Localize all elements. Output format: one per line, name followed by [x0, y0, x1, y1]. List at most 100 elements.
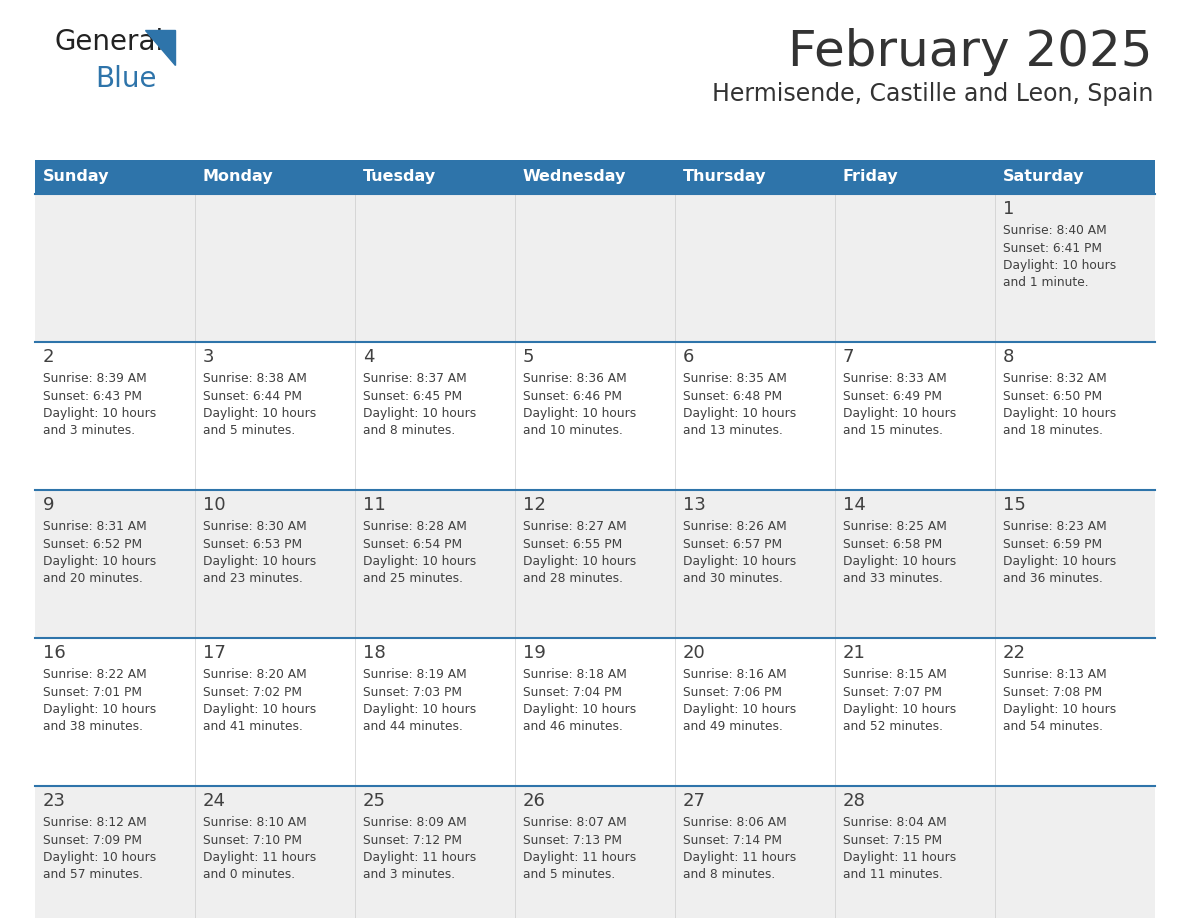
Text: Sunset: 7:06 PM: Sunset: 7:06 PM	[683, 686, 782, 699]
Text: Sunrise: 8:31 AM: Sunrise: 8:31 AM	[43, 520, 147, 533]
Text: Daylight: 10 hours: Daylight: 10 hours	[523, 555, 637, 568]
Text: 17: 17	[203, 644, 226, 662]
Text: General: General	[55, 28, 164, 56]
Text: and 33 minutes.: and 33 minutes.	[843, 573, 943, 586]
Text: and 5 minutes.: and 5 minutes.	[203, 424, 296, 438]
Text: and 11 minutes.: and 11 minutes.	[843, 868, 943, 881]
Text: Daylight: 10 hours: Daylight: 10 hours	[1003, 555, 1117, 568]
Text: 14: 14	[843, 496, 866, 514]
Bar	[34, 786, 1155, 918]
Text: and 13 minutes.: and 13 minutes.	[683, 424, 783, 438]
Text: and 3 minutes.: and 3 minutes.	[364, 868, 455, 881]
Text: Sunset: 7:07 PM: Sunset: 7:07 PM	[843, 686, 942, 699]
Text: Sunrise: 8:36 AM: Sunrise: 8:36 AM	[523, 372, 627, 385]
Text: Sunset: 6:49 PM: Sunset: 6:49 PM	[843, 389, 942, 402]
Text: Sunrise: 8:27 AM: Sunrise: 8:27 AM	[523, 520, 627, 533]
Text: Daylight: 10 hours: Daylight: 10 hours	[843, 703, 956, 716]
Text: and 20 minutes.: and 20 minutes.	[43, 573, 143, 586]
Text: and 5 minutes.: and 5 minutes.	[523, 868, 615, 881]
Text: and 36 minutes.: and 36 minutes.	[1003, 573, 1102, 586]
Text: Daylight: 10 hours: Daylight: 10 hours	[683, 555, 796, 568]
Text: and 8 minutes.: and 8 minutes.	[683, 868, 776, 881]
Text: Sunset: 6:55 PM: Sunset: 6:55 PM	[523, 538, 623, 551]
Text: and 30 minutes.: and 30 minutes.	[683, 573, 783, 586]
Text: Sunrise: 8:38 AM: Sunrise: 8:38 AM	[203, 372, 307, 385]
Text: Blue: Blue	[95, 65, 157, 93]
Text: 7: 7	[843, 348, 854, 366]
Text: Sunrise: 8:19 AM: Sunrise: 8:19 AM	[364, 668, 467, 681]
Text: Daylight: 11 hours: Daylight: 11 hours	[203, 851, 316, 864]
Bar	[34, 160, 1155, 194]
Text: 10: 10	[203, 496, 226, 514]
Text: and 8 minutes.: and 8 minutes.	[364, 424, 455, 438]
Text: Sunrise: 8:28 AM: Sunrise: 8:28 AM	[364, 520, 467, 533]
Text: Sunrise: 8:39 AM: Sunrise: 8:39 AM	[43, 372, 147, 385]
Text: Sunrise: 8:10 AM: Sunrise: 8:10 AM	[203, 816, 307, 829]
Text: and 28 minutes.: and 28 minutes.	[523, 573, 623, 586]
Text: Sunset: 6:41 PM: Sunset: 6:41 PM	[1003, 241, 1102, 254]
Text: Sunset: 7:04 PM: Sunset: 7:04 PM	[523, 686, 623, 699]
Text: and 0 minutes.: and 0 minutes.	[203, 868, 295, 881]
Text: 5: 5	[523, 348, 535, 366]
Text: Sunrise: 8:20 AM: Sunrise: 8:20 AM	[203, 668, 307, 681]
Text: Sunset: 7:13 PM: Sunset: 7:13 PM	[523, 834, 623, 846]
Polygon shape	[145, 30, 175, 65]
Text: Sunrise: 8:23 AM: Sunrise: 8:23 AM	[1003, 520, 1107, 533]
Text: and 15 minutes.: and 15 minutes.	[843, 424, 943, 438]
Text: Daylight: 11 hours: Daylight: 11 hours	[364, 851, 476, 864]
Text: Sunrise: 8:09 AM: Sunrise: 8:09 AM	[364, 816, 467, 829]
Text: Sunset: 6:48 PM: Sunset: 6:48 PM	[683, 389, 782, 402]
Text: 16: 16	[43, 644, 65, 662]
Text: Daylight: 10 hours: Daylight: 10 hours	[203, 555, 316, 568]
Text: and 25 minutes.: and 25 minutes.	[364, 573, 463, 586]
Bar	[34, 194, 1155, 342]
Text: 11: 11	[364, 496, 386, 514]
Text: Sunset: 7:10 PM: Sunset: 7:10 PM	[203, 834, 302, 846]
Text: 1: 1	[1003, 200, 1015, 218]
Text: Sunrise: 8:25 AM: Sunrise: 8:25 AM	[843, 520, 947, 533]
Text: Sunset: 6:45 PM: Sunset: 6:45 PM	[364, 389, 462, 402]
Text: Tuesday: Tuesday	[364, 170, 436, 185]
Text: Sunset: 7:01 PM: Sunset: 7:01 PM	[43, 686, 143, 699]
Text: Thursday: Thursday	[683, 170, 766, 185]
Text: 22: 22	[1003, 644, 1026, 662]
Text: Daylight: 10 hours: Daylight: 10 hours	[43, 851, 157, 864]
Text: Sunset: 6:43 PM: Sunset: 6:43 PM	[43, 389, 143, 402]
Text: Sunrise: 8:30 AM: Sunrise: 8:30 AM	[203, 520, 307, 533]
Text: 19: 19	[523, 644, 545, 662]
Text: Sunset: 7:03 PM: Sunset: 7:03 PM	[364, 686, 462, 699]
Text: 24: 24	[203, 792, 226, 810]
Text: and 3 minutes.: and 3 minutes.	[43, 424, 135, 438]
Text: Daylight: 10 hours: Daylight: 10 hours	[1003, 703, 1117, 716]
Text: and 1 minute.: and 1 minute.	[1003, 276, 1088, 289]
Text: Friday: Friday	[843, 170, 898, 185]
Text: 3: 3	[203, 348, 215, 366]
Text: Daylight: 10 hours: Daylight: 10 hours	[364, 555, 476, 568]
Text: 13: 13	[683, 496, 706, 514]
Text: and 52 minutes.: and 52 minutes.	[843, 721, 943, 733]
Text: February 2025: February 2025	[789, 28, 1154, 76]
Text: Sunrise: 8:07 AM: Sunrise: 8:07 AM	[523, 816, 627, 829]
Text: and 46 minutes.: and 46 minutes.	[523, 721, 623, 733]
Bar	[34, 490, 1155, 638]
Text: Daylight: 10 hours: Daylight: 10 hours	[843, 555, 956, 568]
Text: and 44 minutes.: and 44 minutes.	[364, 721, 463, 733]
Text: Sunrise: 8:06 AM: Sunrise: 8:06 AM	[683, 816, 786, 829]
Text: Sunset: 7:12 PM: Sunset: 7:12 PM	[364, 834, 462, 846]
Text: Sunset: 6:59 PM: Sunset: 6:59 PM	[1003, 538, 1102, 551]
Text: Sunrise: 8:15 AM: Sunrise: 8:15 AM	[843, 668, 947, 681]
Text: Sunset: 6:53 PM: Sunset: 6:53 PM	[203, 538, 302, 551]
Text: Daylight: 11 hours: Daylight: 11 hours	[843, 851, 956, 864]
Text: Daylight: 10 hours: Daylight: 10 hours	[683, 703, 796, 716]
Text: Sunset: 6:58 PM: Sunset: 6:58 PM	[843, 538, 942, 551]
Text: Sunrise: 8:32 AM: Sunrise: 8:32 AM	[1003, 372, 1107, 385]
Text: 21: 21	[843, 644, 866, 662]
Text: Daylight: 10 hours: Daylight: 10 hours	[523, 407, 637, 420]
Text: 15: 15	[1003, 496, 1026, 514]
Text: Sunset: 6:52 PM: Sunset: 6:52 PM	[43, 538, 143, 551]
Text: Daylight: 10 hours: Daylight: 10 hours	[203, 703, 316, 716]
Text: and 38 minutes.: and 38 minutes.	[43, 721, 143, 733]
Text: 23: 23	[43, 792, 67, 810]
Text: Sunrise: 8:13 AM: Sunrise: 8:13 AM	[1003, 668, 1107, 681]
Text: Daylight: 10 hours: Daylight: 10 hours	[364, 703, 476, 716]
